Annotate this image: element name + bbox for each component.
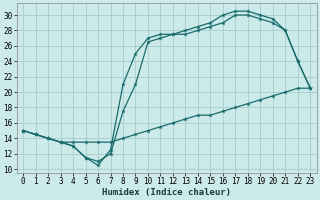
X-axis label: Humidex (Indice chaleur): Humidex (Indice chaleur) <box>102 188 231 197</box>
